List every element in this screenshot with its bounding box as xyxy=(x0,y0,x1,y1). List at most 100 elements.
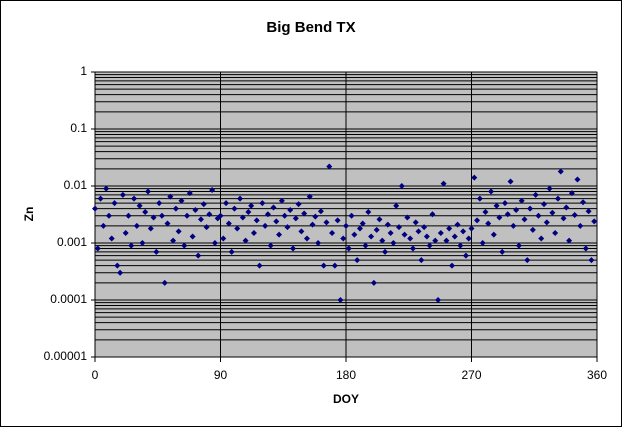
data-point xyxy=(281,212,288,219)
data-point xyxy=(435,297,442,303)
data-point xyxy=(591,218,598,225)
data-point xyxy=(139,240,146,246)
data-point xyxy=(220,235,227,242)
data-point xyxy=(111,200,118,207)
data-point xyxy=(94,245,101,252)
x-tick-label: 360 xyxy=(587,368,607,382)
data-point xyxy=(479,240,486,246)
data-point xyxy=(150,214,157,221)
data-point xyxy=(541,201,548,208)
data-point xyxy=(404,214,411,221)
data-point xyxy=(577,222,584,229)
data-point xyxy=(228,248,235,255)
y-tick-label: 0.001 xyxy=(57,235,87,249)
data-point xyxy=(105,212,112,219)
data-point xyxy=(334,217,341,224)
data-point xyxy=(345,245,352,252)
y-tick-label: 1 xyxy=(80,64,87,78)
data-point xyxy=(448,262,455,269)
data-point xyxy=(362,242,369,249)
data-point xyxy=(158,212,165,219)
data-point xyxy=(382,248,389,255)
data-point xyxy=(147,225,154,232)
data-point xyxy=(259,200,266,207)
data-point xyxy=(415,228,422,235)
data-point xyxy=(253,217,260,224)
data-point xyxy=(451,233,458,240)
data-point xyxy=(490,231,497,238)
data-point xyxy=(460,228,467,235)
data-point xyxy=(114,262,121,269)
data-point xyxy=(172,205,179,212)
data-point xyxy=(117,269,124,276)
y-axis-label: Zn xyxy=(22,207,36,222)
y-tick-label: 0.0001 xyxy=(50,292,87,306)
data-point xyxy=(209,187,216,194)
data-point xyxy=(125,212,132,219)
data-point xyxy=(144,188,151,195)
data-point xyxy=(465,235,472,242)
data-point xyxy=(108,235,115,242)
data-point xyxy=(499,248,506,255)
data-point xyxy=(181,242,188,249)
data-point xyxy=(395,224,402,231)
x-tick-label: 180 xyxy=(336,368,356,382)
data-point xyxy=(309,221,316,228)
data-point xyxy=(496,214,503,221)
x-tick-label: 90 xyxy=(214,368,228,382)
data-point xyxy=(306,193,313,200)
data-point xyxy=(462,252,469,259)
data-point xyxy=(546,185,553,192)
data-point xyxy=(192,206,199,213)
data-point xyxy=(379,237,386,244)
data-point xyxy=(529,226,536,233)
data-point xyxy=(543,219,550,226)
data-point xyxy=(566,237,573,244)
data-point xyxy=(287,206,294,213)
data-point xyxy=(510,222,517,229)
data-point xyxy=(184,212,191,219)
data-point xyxy=(521,216,528,223)
data-point xyxy=(217,212,224,219)
data-point xyxy=(359,220,366,227)
data-point xyxy=(331,262,338,269)
data-point xyxy=(421,224,428,231)
data-point xyxy=(273,218,280,225)
data-point xyxy=(161,279,168,286)
data-point xyxy=(474,217,481,224)
data-point xyxy=(582,245,589,252)
data-point xyxy=(103,185,110,192)
data-point xyxy=(471,174,478,181)
data-point xyxy=(557,168,564,175)
data-point xyxy=(368,233,375,240)
data-point xyxy=(136,202,143,209)
data-point xyxy=(515,242,522,249)
data-point xyxy=(267,242,274,249)
data-point xyxy=(189,233,196,240)
data-point xyxy=(351,231,358,238)
data-point xyxy=(527,205,534,212)
data-point xyxy=(446,225,453,232)
data-point xyxy=(423,233,430,240)
data-point xyxy=(398,183,405,189)
data-point xyxy=(337,297,344,303)
data-point xyxy=(432,237,439,244)
data-point xyxy=(315,240,322,246)
data-point xyxy=(426,242,433,249)
data-point xyxy=(178,197,185,204)
data-point xyxy=(429,211,436,218)
data-point xyxy=(164,220,171,227)
data-point xyxy=(482,208,489,215)
y-tick-label: 0.1 xyxy=(70,121,87,135)
data-point xyxy=(225,220,232,227)
data-point xyxy=(574,176,581,183)
data-point xyxy=(588,257,595,264)
data-point xyxy=(356,225,363,232)
data-point xyxy=(390,240,397,246)
data-point xyxy=(237,195,244,202)
data-point xyxy=(518,197,525,204)
data-point xyxy=(409,245,416,252)
data-point xyxy=(524,257,531,264)
data-point xyxy=(278,197,285,204)
